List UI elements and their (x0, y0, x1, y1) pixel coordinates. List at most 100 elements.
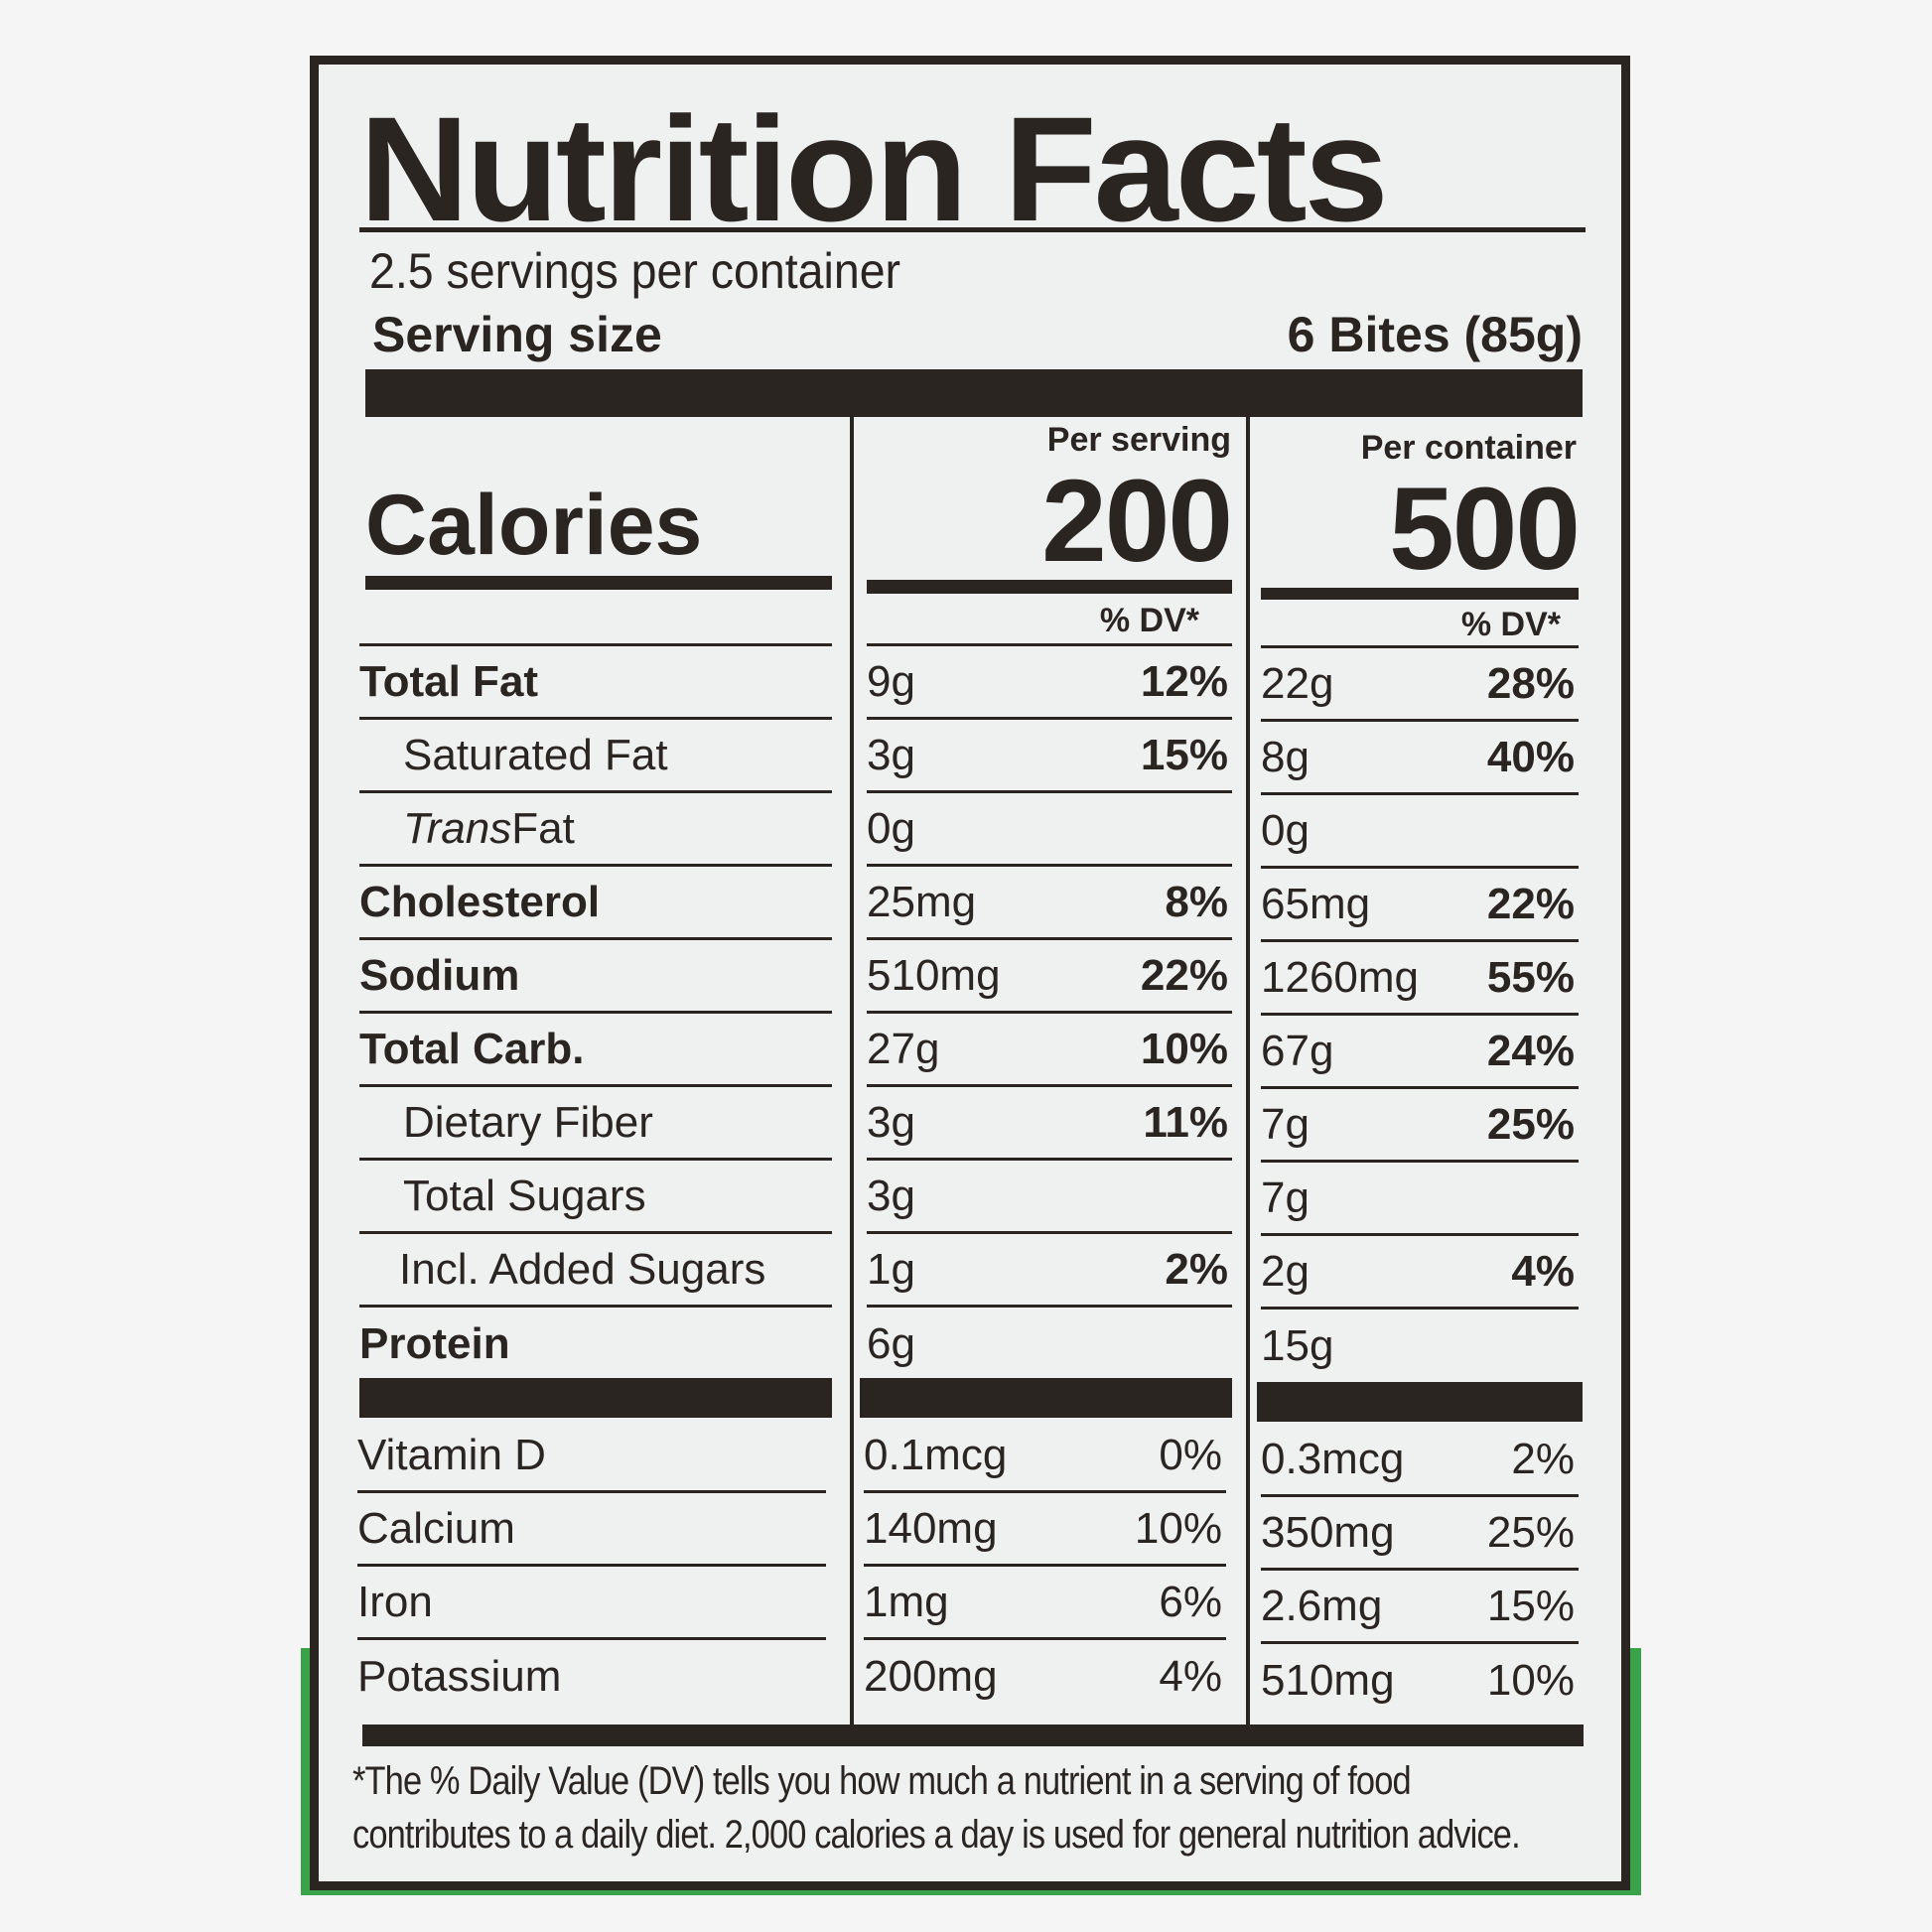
container-amount: 7g (1261, 1173, 1310, 1222)
calories-label: Calories (365, 478, 703, 573)
per-serving-label: Per serving (1046, 421, 1231, 459)
container-cell: 2g 4% (1261, 1236, 1579, 1310)
serving-dv: 12% (1140, 656, 1228, 706)
container-amount: 65mg (1261, 879, 1371, 928)
nutrient-row: Incl. Added Sugars (359, 1234, 832, 1308)
nutrient-label-italic: Trans (403, 803, 512, 853)
container-dv: 22% (1486, 879, 1575, 928)
container-amount: 510mg (1261, 1656, 1395, 1705)
serving-amount: 0.1mcg (864, 1430, 1008, 1479)
container-cell: 0.3mcg 2% (1261, 1424, 1579, 1497)
vitamin-serving-column: 0.1mcg 0% 140mg 10% 1mg 6% 200mg 4% (864, 1420, 1226, 1714)
nutrient-label: Potassium (357, 1652, 562, 1701)
serving-cell: 1mg 6% (864, 1567, 1226, 1640)
nutrient-row: Protein (359, 1308, 832, 1381)
calories-rule (867, 580, 1232, 594)
nutrient-row: Iron (357, 1567, 826, 1640)
serving-cell: 1g 2% (867, 1234, 1232, 1308)
container-cell: 8g 40% (1261, 722, 1579, 795)
container-dv: 4% (1511, 1246, 1575, 1296)
nutrient-row: Calcium (357, 1493, 826, 1567)
serving-amount: 1mg (864, 1577, 949, 1626)
serving-dv: 11% (1143, 1097, 1228, 1147)
container-amount: 15g (1261, 1321, 1334, 1370)
nutrient-label: Total Carb. (359, 1024, 585, 1073)
container-dv: 55% (1486, 952, 1575, 1002)
container-dv: 40% (1486, 732, 1575, 781)
nutrient-label: Saturated Fat (403, 730, 668, 779)
calories-rule (365, 576, 832, 590)
serving-amount: 27g (867, 1024, 940, 1073)
serving-amount: 3g (867, 1171, 915, 1220)
container-cell: 1260mg 55% (1261, 942, 1579, 1016)
serving-cell: 0g (867, 793, 1232, 867)
serving-dv: 10% (1134, 1503, 1222, 1553)
serving-cell: 0.1mcg 0% (864, 1420, 1226, 1493)
serving-amount: 200mg (864, 1652, 998, 1701)
nutrient-row: Total Sugars (359, 1161, 832, 1234)
serving-cell: 3g 11% (867, 1087, 1232, 1161)
container-dv: 10% (1486, 1656, 1575, 1705)
nutrient-label: Calcium (357, 1503, 515, 1553)
label-title: Nutrition Facts (359, 85, 1389, 252)
nutrient-row: Sodium (359, 940, 832, 1014)
thick-bar-top (365, 369, 1583, 417)
container-amount: 0g (1261, 805, 1310, 855)
servings-per-container: 2.5 servings per container (369, 243, 901, 299)
nutrient-row: Vitamin D (357, 1420, 826, 1493)
serving-amount: 6g (867, 1319, 915, 1368)
container-amount: 0.3mcg (1261, 1434, 1405, 1483)
serving-amount: 140mg (864, 1503, 998, 1553)
serving-amount: 510mg (867, 950, 1001, 1000)
serving-cell: 200mg 4% (864, 1640, 1226, 1714)
column-divider (850, 417, 854, 1725)
serving-size-value: 6 Bites (85g) (1287, 307, 1583, 362)
serving-dv: 22% (1140, 950, 1228, 1000)
container-dv: 2% (1511, 1434, 1575, 1483)
serving-dv: 15% (1140, 730, 1228, 779)
nutrient-row: Total Carb. (359, 1014, 832, 1087)
nutrition-label (310, 56, 1630, 1890)
nutrient-label: Dietary Fiber (403, 1097, 653, 1147)
serving-dv: 6% (1159, 1577, 1222, 1626)
container-cell: 65mg 22% (1261, 869, 1579, 942)
container-dv: 28% (1486, 658, 1575, 708)
thick-bar-mid (860, 1378, 1232, 1418)
container-dv: 24% (1486, 1026, 1575, 1075)
serving-cell: 25mg 8% (867, 867, 1232, 940)
nutrient-row: Trans Fat (359, 793, 832, 867)
vitamin-container-column: 0.3mcg 2% 350mg 25% 2.6mg 15% 510mg 10% (1261, 1424, 1579, 1718)
container-amount: 8g (1261, 732, 1310, 781)
serving-amount: 3g (867, 730, 915, 779)
serving-cell: 9g 12% (867, 646, 1232, 720)
container-dv: 25% (1486, 1099, 1575, 1149)
container-cell: 7g (1261, 1163, 1579, 1236)
thick-bar-mid (359, 1378, 832, 1418)
serving-amount: 25mg (867, 877, 977, 926)
serving-dv: 8% (1165, 877, 1228, 926)
nutrient-label: Sodium (359, 950, 520, 1000)
container-cell: 350mg 25% (1261, 1497, 1579, 1571)
thick-bar-bottom (362, 1725, 1584, 1746)
per-serving-column: 9g 12% 3g 15% 0g 25mg 8% 510mg 22% 27g 10% 3g 11% 3g 1… (867, 646, 1232, 1381)
serving-amount: 0g (867, 803, 915, 853)
serving-cell: 510mg 22% (867, 940, 1232, 1014)
serving-amount: 1g (867, 1244, 915, 1294)
container-cell: 67g 24% (1261, 1016, 1579, 1089)
serving-cell: 27g 10% (867, 1014, 1232, 1087)
per-container-column: 22g 28% 8g 40% 0g 65mg 22% 1260mg 55% 67g 24% 7g 25%… (1261, 648, 1579, 1383)
container-amount: 2g (1261, 1246, 1310, 1296)
serving-dv: 0% (1159, 1430, 1222, 1479)
container-amount: 350mg (1261, 1507, 1395, 1557)
nutrient-label: Total Sugars (403, 1171, 646, 1220)
container-cell: 22g 28% (1261, 648, 1579, 722)
nutrient-label: Fat (511, 803, 575, 853)
title-rule (359, 227, 1586, 232)
nutrient-label: Protein (359, 1319, 510, 1368)
serving-cell: 3g (867, 1161, 1232, 1234)
row-rule (359, 643, 832, 646)
nutrient-row: Total Fat (359, 646, 832, 720)
thick-bar-mid (1257, 1382, 1583, 1422)
row-rule (1261, 645, 1579, 648)
dv-header-container: % DV* (1460, 606, 1561, 643)
